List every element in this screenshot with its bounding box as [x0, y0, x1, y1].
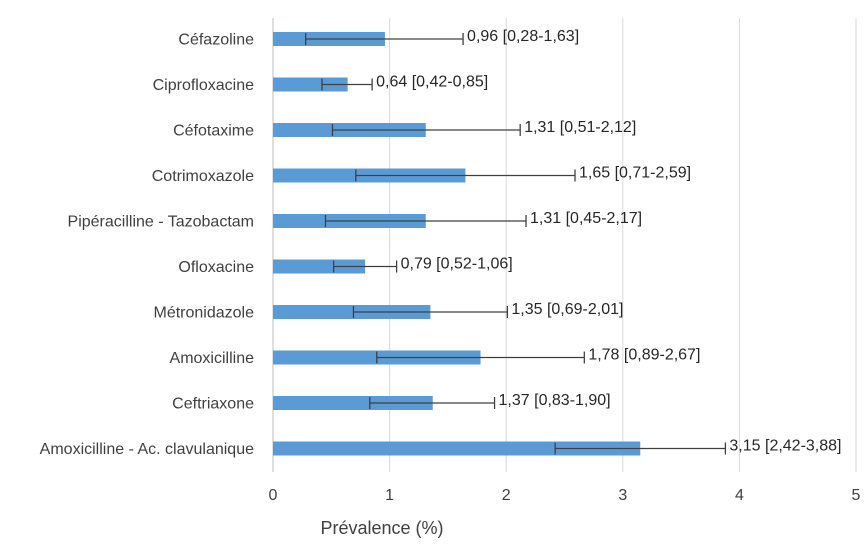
error-bars: [304, 33, 727, 455]
data-label: 3,15 [2,42-3,88]: [729, 438, 841, 455]
data-label: 1,35 [0,69-2,01]: [511, 301, 623, 318]
error-bar: [321, 78, 373, 91]
data-label: 0,79 [0,52-1,06]: [401, 256, 513, 273]
category-label: Céfazoline: [178, 32, 254, 49]
category-labels: Céfazoline Ciprofloxacine Céfotaxime Cotrim…: [40, 32, 254, 459]
category-label: Ciprofloxacine: [153, 77, 254, 94]
data-label: 1,31 [0,45-2,17]: [530, 210, 642, 227]
data-label: 1,78 [0,89-2,67]: [588, 347, 700, 364]
category-label: Métronidazole: [154, 305, 255, 322]
category-label: Ceftriaxone: [172, 396, 254, 413]
category-label: Amoxicilline: [170, 350, 255, 367]
category-label: Ofloxacine: [178, 259, 254, 276]
error-bar: [332, 260, 398, 273]
data-label: 1,37 [0,83-1,90]: [499, 392, 611, 409]
x-tick-label: 1: [385, 487, 394, 504]
x-tick-labels: 0 1 2 3 4 5: [269, 487, 861, 504]
x-tick-label: 3: [618, 487, 627, 504]
error-bar: [376, 351, 585, 364]
error-bar: [554, 442, 727, 455]
category-label: Amoxicilline - Ac. clavulanique: [40, 441, 254, 458]
x-axis-title: Prévalence (%): [320, 518, 443, 538]
error-bar: [304, 33, 464, 45]
category-label: Pipéracilline - Tazobactam: [68, 214, 254, 231]
bar: [273, 396, 433, 410]
x-tick-label: 0: [269, 487, 278, 504]
bar: [273, 259, 366, 274]
bar: [273, 305, 431, 319]
category-label: Céfotaxime: [173, 123, 254, 140]
bar: [273, 441, 641, 456]
data-label: 1,65 [0,71-2,59]: [579, 165, 691, 182]
x-tick-label: 2: [502, 487, 511, 504]
x-tick-label: 4: [735, 487, 744, 504]
bar: [273, 77, 348, 92]
data-label: 0,64 [0,42-0,85]: [376, 74, 488, 91]
data-label: 1,31 [0,51-2,12]: [524, 119, 636, 136]
error-bar: [352, 306, 509, 318]
error-bar: [355, 169, 576, 182]
x-tick-label: 5: [852, 487, 861, 504]
error-bar: [369, 397, 496, 409]
data-labels: 0,96 [0,28-1,63] 0,64 [0,42-0,85] 1,31 [0,…: [376, 28, 841, 455]
error-bar: [324, 215, 527, 227]
data-label: 0,96 [0,28-1,63]: [467, 28, 579, 45]
error-bar: [331, 124, 521, 136]
category-label: Cotrimoxazole: [152, 168, 254, 185]
